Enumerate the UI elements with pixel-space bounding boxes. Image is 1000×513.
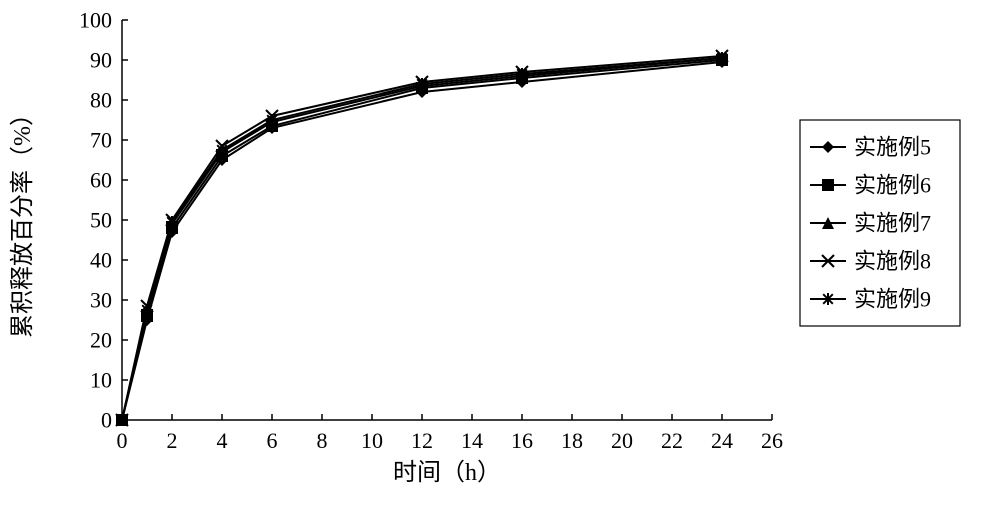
svg-text:70: 70 (90, 128, 112, 153)
svg-text:14: 14 (461, 428, 483, 453)
svg-text:50: 50 (90, 208, 112, 233)
svg-text:12: 12 (411, 428, 433, 453)
legend-label-0: 实施例5 (854, 135, 931, 160)
svg-text:6: 6 (267, 428, 278, 453)
svg-text:16: 16 (511, 428, 533, 453)
svg-text:10: 10 (361, 428, 383, 453)
svg-text:0: 0 (117, 428, 128, 453)
svg-text:22: 22 (661, 428, 683, 453)
legend: 实施例5 实施例6 实施例7 实施例8 实施例9 (800, 120, 960, 326)
svg-text:100: 100 (79, 8, 112, 33)
legend-label-1: 实施例6 (854, 173, 931, 198)
legend-label-2: 实施例7 (854, 211, 931, 236)
svg-text:2: 2 (167, 428, 178, 453)
svg-text:10: 10 (90, 368, 112, 393)
legend-label-4: 实施例9 (854, 287, 931, 312)
svg-text:0: 0 (101, 408, 112, 433)
legend-label-3: 实施例8 (854, 249, 931, 274)
svg-text:80: 80 (90, 88, 112, 113)
svg-text:20: 20 (90, 328, 112, 353)
svg-text:4: 4 (217, 428, 228, 453)
svg-text:60: 60 (90, 168, 112, 193)
x-axis-label: 时间（h） (393, 459, 501, 486)
svg-text:26: 26 (761, 428, 783, 453)
svg-text:8: 8 (317, 428, 328, 453)
svg-text:18: 18 (561, 428, 583, 453)
svg-text:20: 20 (611, 428, 633, 453)
svg-text:90: 90 (90, 48, 112, 73)
release-chart: 0246810121416182022242601020304050607080… (0, 0, 1000, 513)
svg-text:40: 40 (90, 248, 112, 273)
y-axis-label: 累积释放百分率（%） (9, 102, 36, 338)
svg-text:24: 24 (711, 428, 733, 453)
svg-text:30: 30 (90, 288, 112, 313)
